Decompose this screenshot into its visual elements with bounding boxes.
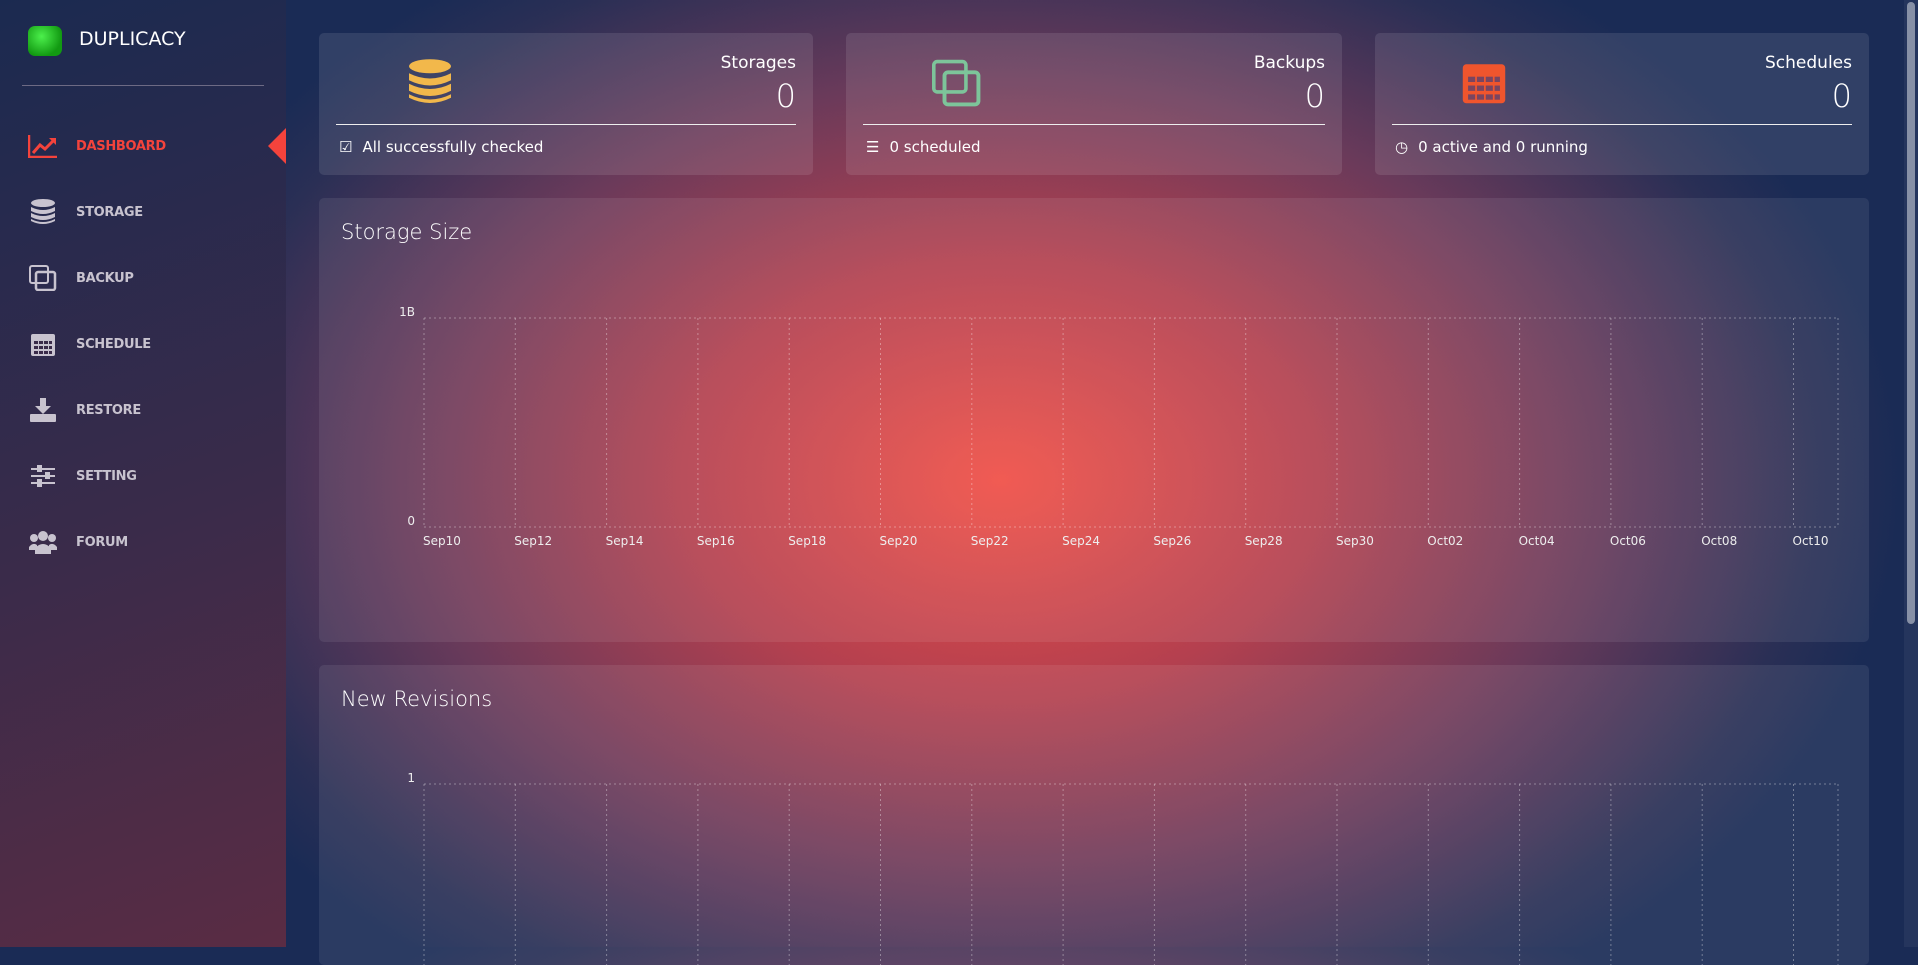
x-tick-label: Sep18 — [788, 534, 826, 548]
sidebar-item-backup[interactable]: BACKUP — [28, 261, 134, 295]
x-tick-label: Sep26 — [1153, 534, 1191, 548]
users-icon — [28, 527, 58, 557]
list-icon: ☰ — [866, 138, 880, 156]
x-tick-label: Oct06 — [1610, 534, 1646, 548]
x-tick-label: Sep10 — [423, 534, 461, 548]
x-tick-label: Sep24 — [1062, 534, 1100, 548]
card-value: 0 — [775, 77, 796, 115]
sidebar-item-schedule[interactable]: SCHEDULE — [28, 327, 151, 361]
divider — [336, 124, 796, 125]
scrollbar-thumb[interactable] — [1907, 2, 1915, 624]
divider — [863, 124, 1325, 125]
x-tick-label: Oct10 — [1793, 534, 1829, 548]
x-tick-label: Oct04 — [1519, 534, 1555, 548]
x-tick-label: Sep28 — [1245, 534, 1283, 548]
divider — [1392, 124, 1852, 125]
x-tick-label: Sep16 — [697, 534, 735, 548]
line-chart-icon — [28, 131, 58, 161]
copy-icon — [932, 58, 982, 110]
backups-card[interactable]: Backups 0 ☰ 0 scheduled — [846, 33, 1342, 175]
check-square-icon: ☑ — [339, 138, 353, 156]
database-icon — [28, 197, 58, 227]
sidebar-item-storage[interactable]: STORAGE — [28, 195, 143, 229]
y-tick-label: 0 — [407, 514, 415, 528]
app-name: DUPLICACY — [79, 28, 186, 50]
chart-title: New Revisions — [341, 687, 493, 711]
card-footer: 0 active and 0 running — [1418, 138, 1588, 156]
x-tick-label: Oct08 — [1701, 534, 1737, 548]
calendar-icon — [28, 329, 58, 359]
x-tick-label: Sep20 — [880, 534, 918, 548]
x-tick-label: Sep14 — [606, 534, 644, 548]
chart-title: Storage Size — [341, 220, 473, 244]
card-title: Backups — [1253, 53, 1325, 73]
sidebar-item-label: SCHEDULE — [76, 336, 151, 352]
x-tick-label: Oct02 — [1427, 534, 1463, 548]
storages-card[interactable]: Storages 0 ☑ All successfully checked — [319, 33, 813, 175]
storage-size-panel: Storage Size 0 1B Sep10 Sep12 Sep14 Sep16 Sep1… — [319, 198, 1869, 642]
y-tick-label: 1B — [399, 305, 415, 319]
calendar-icon — [1461, 58, 1511, 110]
active-indicator — [268, 128, 286, 164]
new-revisions-panel: New Revisions 1 — [319, 665, 1869, 965]
card-title: Storages — [720, 53, 796, 73]
sidebar-item-label: STORAGE — [76, 204, 143, 220]
storage-size-chart: 0 1B Sep10 Sep12 Sep14 Sep16 Sep18 Sep20 Sep22 Se… — [399, 305, 1839, 548]
y-tick-label: 1 — [407, 771, 415, 785]
download-icon — [28, 395, 58, 425]
card-title: Schedules — [1765, 53, 1852, 73]
sidebar-item-restore[interactable]: RESTORE — [28, 393, 141, 427]
sidebar-item-label: RESTORE — [76, 402, 141, 418]
sidebar: DUPLICACY DASHBOARD STORAGE BACKUP SCHED… — [0, 0, 286, 947]
x-tick-label: Sep12 — [514, 534, 552, 548]
card-footer: 0 scheduled — [889, 138, 981, 156]
sidebar-item-label: BACKUP — [76, 270, 134, 286]
database-icon — [405, 58, 455, 110]
copy-icon — [28, 263, 58, 293]
sidebar-item-label: FORUM — [76, 534, 128, 550]
clock-icon: ◷ — [1395, 138, 1409, 156]
divider — [22, 85, 264, 86]
card-footer: All successfully checked — [362, 138, 544, 156]
sidebar-item-label: SETTING — [76, 468, 137, 484]
card-value: 0 — [1304, 77, 1325, 115]
sidebar-item-forum[interactable]: FORUM — [28, 525, 128, 559]
new-revisions-chart: 1 — [407, 771, 1839, 965]
card-value: 0 — [1831, 77, 1852, 115]
sidebar-item-dashboard[interactable]: DASHBOARD — [28, 129, 166, 163]
scrollbar[interactable] — [1904, 0, 1918, 947]
duplicacy-logo-icon — [28, 26, 62, 56]
x-tick-label: Sep30 — [1336, 534, 1374, 548]
x-tick-label: Sep22 — [971, 534, 1009, 548]
sliders-icon — [28, 461, 58, 491]
sidebar-item-setting[interactable]: SETTING — [28, 459, 137, 493]
schedules-card[interactable]: Schedules 0 ◷ 0 active and 0 running — [1375, 33, 1869, 175]
sidebar-item-label: DASHBOARD — [76, 138, 166, 154]
